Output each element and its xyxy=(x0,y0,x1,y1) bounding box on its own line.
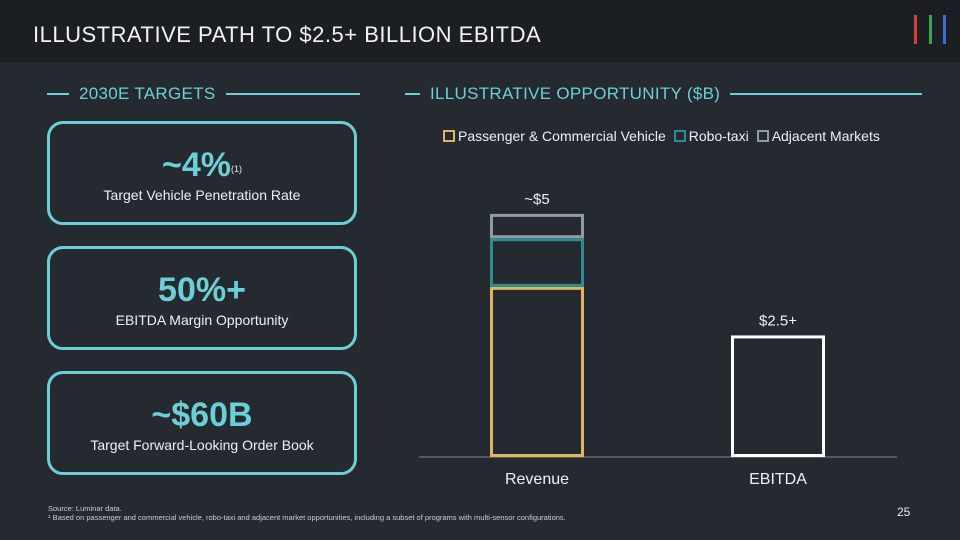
brand-stripe xyxy=(929,15,932,44)
brand-stripe xyxy=(943,15,946,44)
bar-segment-robo-taxi-revenue xyxy=(490,238,584,287)
chart-legend: Passenger & Commercial Vehicle Robo-taxi… xyxy=(443,128,888,144)
legend-label: Passenger & Commercial Vehicle xyxy=(458,128,666,144)
footnote-marker: (1) xyxy=(231,164,242,174)
card-value: ~4%(1) xyxy=(162,146,242,184)
opportunity-heading: ILLUSTRATIVE OPPORTUNITY ($B) xyxy=(405,84,923,104)
footnote: ¹ Based on passenger and commercial vehi… xyxy=(48,513,566,522)
data-label-ebitda: $2.5+ xyxy=(759,312,797,329)
heading-rule xyxy=(225,93,360,95)
bar-segment-passenger-commercial-vehicle-revenue xyxy=(490,286,584,457)
heading-rule xyxy=(405,93,420,95)
footer-notes: Source: Luminar data. ¹ Based on passeng… xyxy=(48,504,566,522)
data-label-revenue: ~$5 xyxy=(524,191,549,208)
card-value: 50%+ xyxy=(158,271,246,309)
page-title: ILLUSTRATIVE PATH TO $2.5+ BILLION EBITD… xyxy=(33,22,542,47)
card-value: ~$60B xyxy=(151,396,253,434)
bar-segment-adjacent-markets-revenue xyxy=(490,213,584,239)
legend-item-adjacent: Adjacent Markets xyxy=(756,128,880,144)
targets-heading-text: 2030E TARGETS xyxy=(79,84,216,103)
legend-item-robotaxi: Robo-taxi xyxy=(673,128,749,144)
target-card-penetration: ~4%(1) Target Vehicle Penetration Rate xyxy=(47,121,357,225)
legend-label: Adjacent Markets xyxy=(771,128,880,144)
heading-rule xyxy=(47,93,69,95)
targets-heading: 2030E TARGETS xyxy=(47,84,360,104)
bar-segment-ebitda-ebitda xyxy=(731,335,825,457)
legend-item-passenger: Passenger & Commercial Vehicle xyxy=(443,128,666,144)
legend-label: Robo-taxi xyxy=(688,128,749,144)
legend-swatch xyxy=(756,130,769,142)
brand-stripe xyxy=(914,15,917,44)
x-tick-label-ebitda: EBITDA xyxy=(749,471,807,488)
legend-swatch xyxy=(443,130,455,142)
card-label: EBITDA Margin Opportunity xyxy=(115,312,289,328)
target-card-margin: 50%+ EBITDA Margin Opportunity xyxy=(47,246,357,350)
x-tick-label-revenue: Revenue xyxy=(505,471,569,488)
card-label: Target Vehicle Penetration Rate xyxy=(103,187,301,203)
header-bar xyxy=(0,0,960,62)
card-label: Target Forward-Looking Order Book xyxy=(90,437,314,453)
target-card-order-book: ~$60B Target Forward-Looking Order Book xyxy=(47,371,357,475)
source-note: Source: Luminar data. xyxy=(48,504,122,513)
heading-rule xyxy=(730,93,923,95)
legend-swatch xyxy=(673,130,686,142)
opportunity-heading-text: ILLUSTRATIVE OPPORTUNITY ($B) xyxy=(430,84,721,103)
page-number: 25 xyxy=(897,505,911,519)
